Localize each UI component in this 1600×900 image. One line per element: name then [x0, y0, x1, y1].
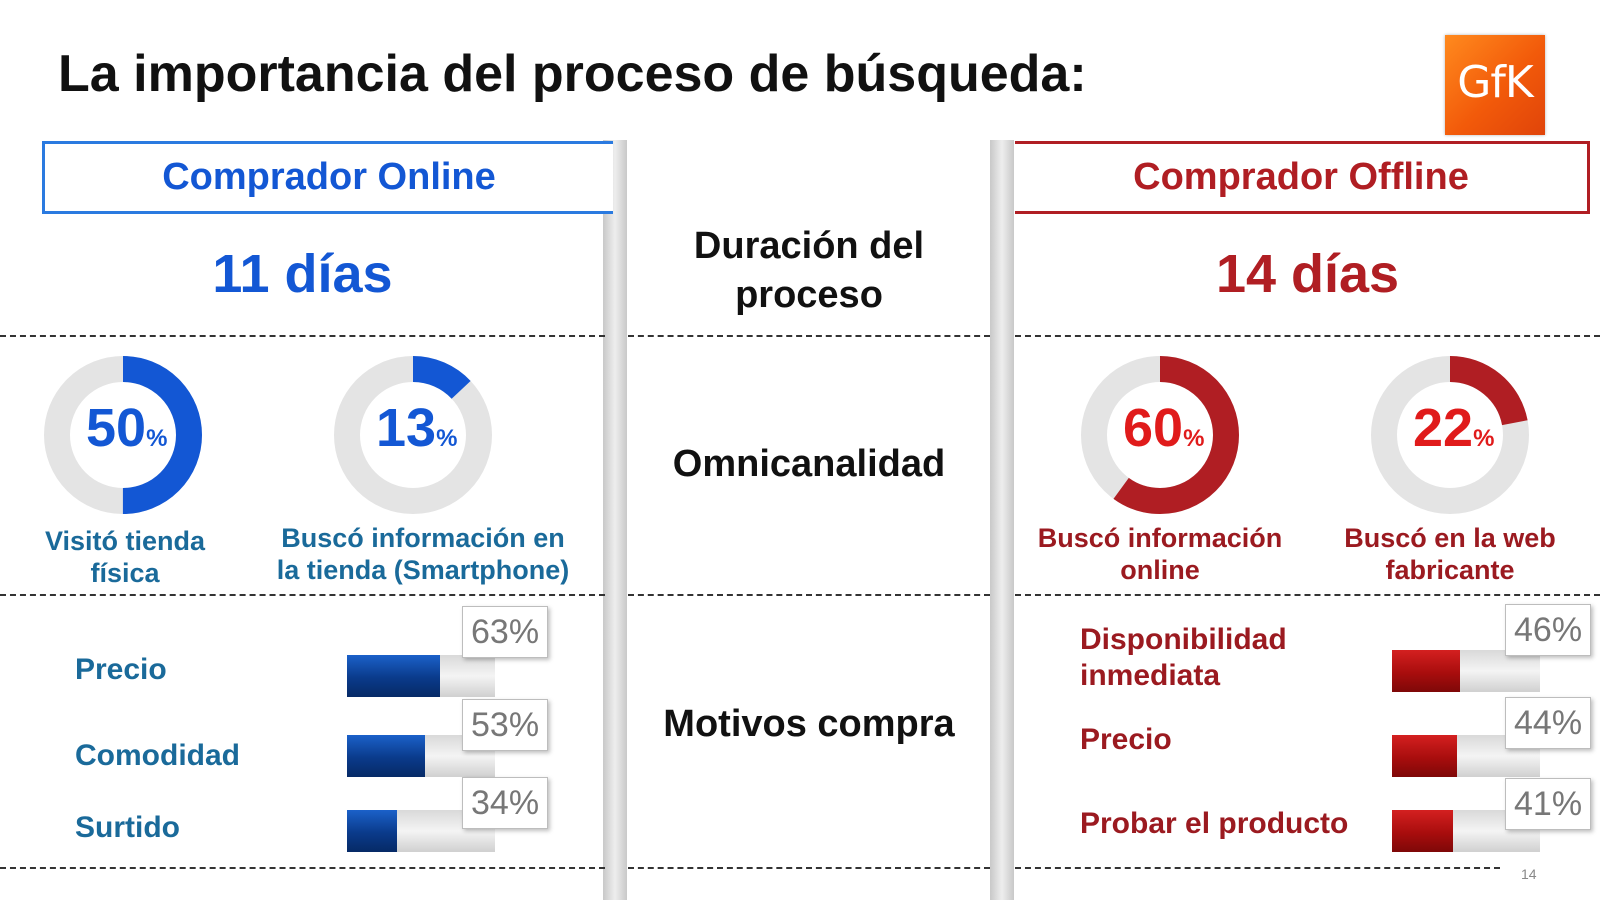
logo-text: GfK: [1457, 57, 1533, 108]
donut-chart: [334, 356, 492, 514]
left-divider: [603, 140, 627, 900]
offline-reason-value: 41%: [1505, 778, 1592, 830]
separator: [0, 594, 605, 596]
separator: [628, 335, 990, 337]
offline-donut-online-info: 60%: [1080, 355, 1240, 515]
separator: [1015, 335, 1600, 337]
donut-chart: [1081, 356, 1239, 514]
offline-donut-online-info-label: Buscó información online: [1037, 523, 1283, 585]
donut-value: 50%: [86, 398, 168, 458]
donut-arc: [1371, 356, 1529, 514]
bar-fill: [347, 735, 426, 777]
offline-donut-manufacturer: 22%: [1370, 355, 1530, 515]
offline-duration: 14 días: [1215, 244, 1400, 304]
online-reason-value: 34%: [462, 777, 549, 829]
gfk-logo: GfK: [1445, 35, 1545, 135]
donut-chart: [44, 356, 202, 514]
bar-fill: [347, 655, 441, 697]
bar-fill: [347, 810, 398, 852]
online-header: Comprador Online: [42, 141, 613, 214]
separator: [1015, 594, 1600, 596]
online-reason-value: 63%: [462, 606, 549, 658]
online-donut-smartphone: 13%: [333, 355, 493, 515]
offline-header: Comprador Offline: [1015, 141, 1590, 214]
donut-chart: [1371, 356, 1529, 514]
online-reason-value: 53%: [462, 699, 549, 751]
offline-header-label: Comprador Offline: [1133, 156, 1469, 198]
offline-reason-label: Disponibilidad inmediata: [1080, 623, 1287, 692]
online-reason-bar: [347, 655, 495, 697]
offline-reason-bar: [1392, 650, 1540, 692]
online-donut-visit: 50%: [43, 355, 203, 515]
bar-fill: [1392, 810, 1453, 852]
separator: [1015, 867, 1500, 869]
bar-fill: [1392, 735, 1458, 777]
online-donut-visit-label: Visitó tienda física: [44, 526, 206, 588]
separator: [0, 867, 605, 869]
online-header-label: Comprador Online: [162, 156, 496, 198]
donut-arc: [334, 356, 492, 514]
offline-reason-bar: [1392, 735, 1540, 777]
offline-reason-label: Precio: [1080, 723, 1172, 756]
offline-reason-bar: [1392, 810, 1540, 852]
online-duration: 11 días: [212, 244, 393, 304]
separator: [628, 867, 990, 869]
donut-value: 60%: [1123, 398, 1205, 458]
center-motives-label: Motivos compra: [663, 703, 955, 745]
donut-arc: [1081, 356, 1239, 514]
offline-donut-manufacturer-label: Buscó en la web fabricante: [1344, 523, 1556, 585]
online-donut-smartphone-label: Buscó información en la tienda (Smartphon…: [276, 523, 570, 585]
right-divider: [990, 140, 1014, 900]
offline-reason-label: Probar el producto: [1080, 807, 1349, 840]
donut-value: 22%: [1413, 398, 1495, 458]
page-title: La importancia del proceso de búsqueda:: [58, 45, 1087, 103]
offline-reason-value: 44%: [1505, 697, 1592, 749]
separator: [628, 594, 990, 596]
page-number: 14: [1521, 866, 1537, 882]
online-reason-label: Precio: [75, 653, 167, 686]
offline-reason-value: 46%: [1505, 604, 1592, 656]
center-duration-label: Duración del proceso: [693, 225, 925, 316]
online-reason-label: Surtido: [75, 811, 180, 844]
donut-arc: [44, 356, 202, 514]
online-reason-label: Comodidad: [75, 739, 240, 772]
center-omni-label: Omnicanalidad: [672, 443, 946, 485]
donut-value: 13%: [376, 398, 458, 458]
separator: [0, 335, 605, 337]
bar-fill: [1392, 650, 1461, 692]
